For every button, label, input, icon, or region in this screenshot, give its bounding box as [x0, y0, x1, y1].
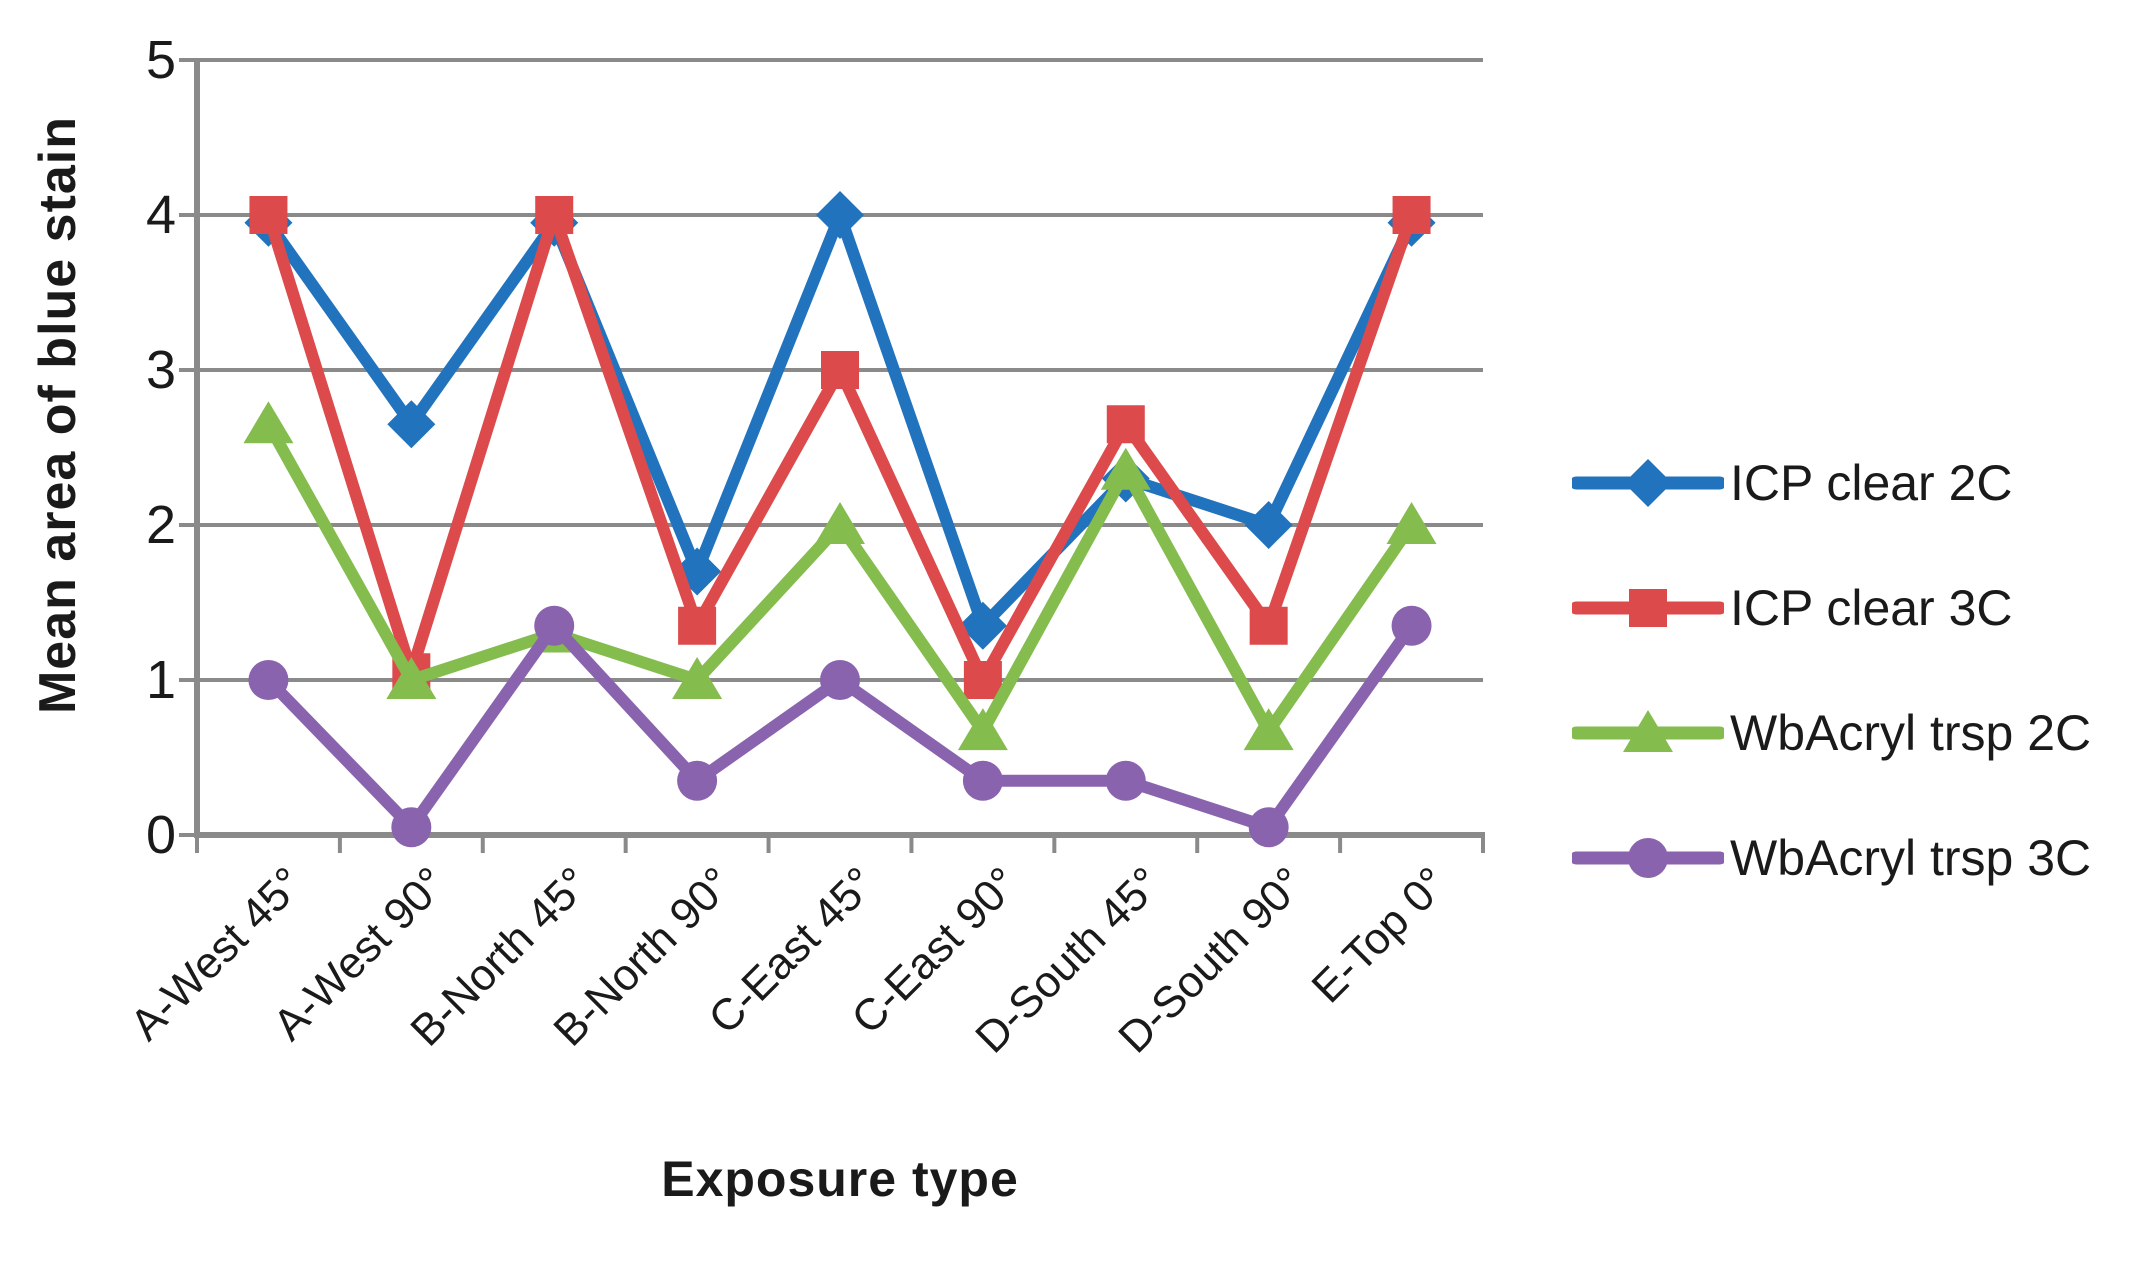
y-tick-label-3: 3: [145, 340, 176, 400]
y-tick-label-0: 0: [145, 805, 176, 865]
diamond-marker: [387, 400, 436, 449]
square-marker: [1106, 405, 1145, 444]
diamond-marker: [1244, 501, 1293, 549]
triangle-marker: [1243, 708, 1294, 751]
triangle-marker: [815, 502, 865, 544]
triangle-marker: [243, 401, 294, 444]
legend-label: ICP clear 2C: [1730, 455, 2013, 511]
square-marker: [1392, 196, 1431, 234]
triangle-marker: [672, 657, 723, 699]
x-axis-title: Exposure type: [661, 1151, 1019, 1207]
square-marker: [678, 606, 717, 645]
circle-marker: [1391, 605, 1432, 646]
y-tick-label-2: 2: [145, 495, 176, 555]
circle-marker: [1105, 760, 1146, 801]
square-marker: [963, 661, 1002, 699]
legend: ICP clear 2C ICP clear 3C WbAcryl trsp 2…: [1572, 448, 2091, 948]
triangle-marker: [1100, 447, 1151, 490]
square-marker-icon: [1572, 589, 1724, 627]
y-tick-label-1: 1: [145, 650, 176, 710]
diamond-marker: [1624, 459, 1672, 507]
square-marker: [1629, 589, 1667, 627]
square-marker: [821, 351, 859, 389]
circle-marker: [1248, 807, 1289, 848]
triangle-marker: [957, 708, 1008, 751]
circle-marker-icon: [1572, 838, 1724, 878]
circle-marker: [248, 660, 289, 700]
legend-item-wbacryl-trsp-2c: WbAcryl trsp 2C: [1572, 698, 2091, 768]
square-marker: [249, 196, 288, 234]
circle-marker: [820, 660, 860, 700]
circle-marker: [534, 605, 575, 646]
square-marker: [1249, 606, 1288, 645]
series-icp-clear-2c: [244, 191, 1436, 650]
triangle-marker: [1386, 502, 1437, 544]
series-line: [262, 209, 1418, 686]
square-marker: [535, 196, 574, 234]
series-line: [262, 619, 1418, 834]
series-wbacryl-trsp-3c: [248, 605, 1432, 848]
legend-label: WbAcryl trsp 2C: [1730, 705, 2092, 761]
triangle-marker: [386, 657, 437, 699]
legend-label: WbAcryl trsp 3C: [1730, 830, 2092, 886]
circle-marker: [962, 760, 1003, 801]
series-icp-clear-3c: [249, 196, 1431, 699]
diamond-marker: [958, 601, 1007, 650]
legend-label: ICP clear 3C: [1730, 580, 2013, 636]
legend-item-wbacryl-trsp-3c: WbAcryl trsp 3C: [1572, 823, 2091, 893]
y-tick-label-4: 4: [145, 185, 176, 245]
legend-item-icp-clear-3c: ICP clear 3C: [1572, 573, 2091, 643]
diamond-marker: [816, 191, 864, 239]
circle-marker: [1628, 838, 1668, 878]
triangle-marker-icon: [1572, 710, 1724, 752]
diamond-marker-icon: [1572, 459, 1724, 507]
legend-item-icp-clear-2c: ICP clear 2C: [1572, 448, 2091, 518]
triangle-marker: [1623, 710, 1673, 752]
circle-marker: [677, 760, 718, 801]
circle-marker: [391, 807, 432, 848]
y-tick-label-5: 5: [145, 30, 176, 90]
